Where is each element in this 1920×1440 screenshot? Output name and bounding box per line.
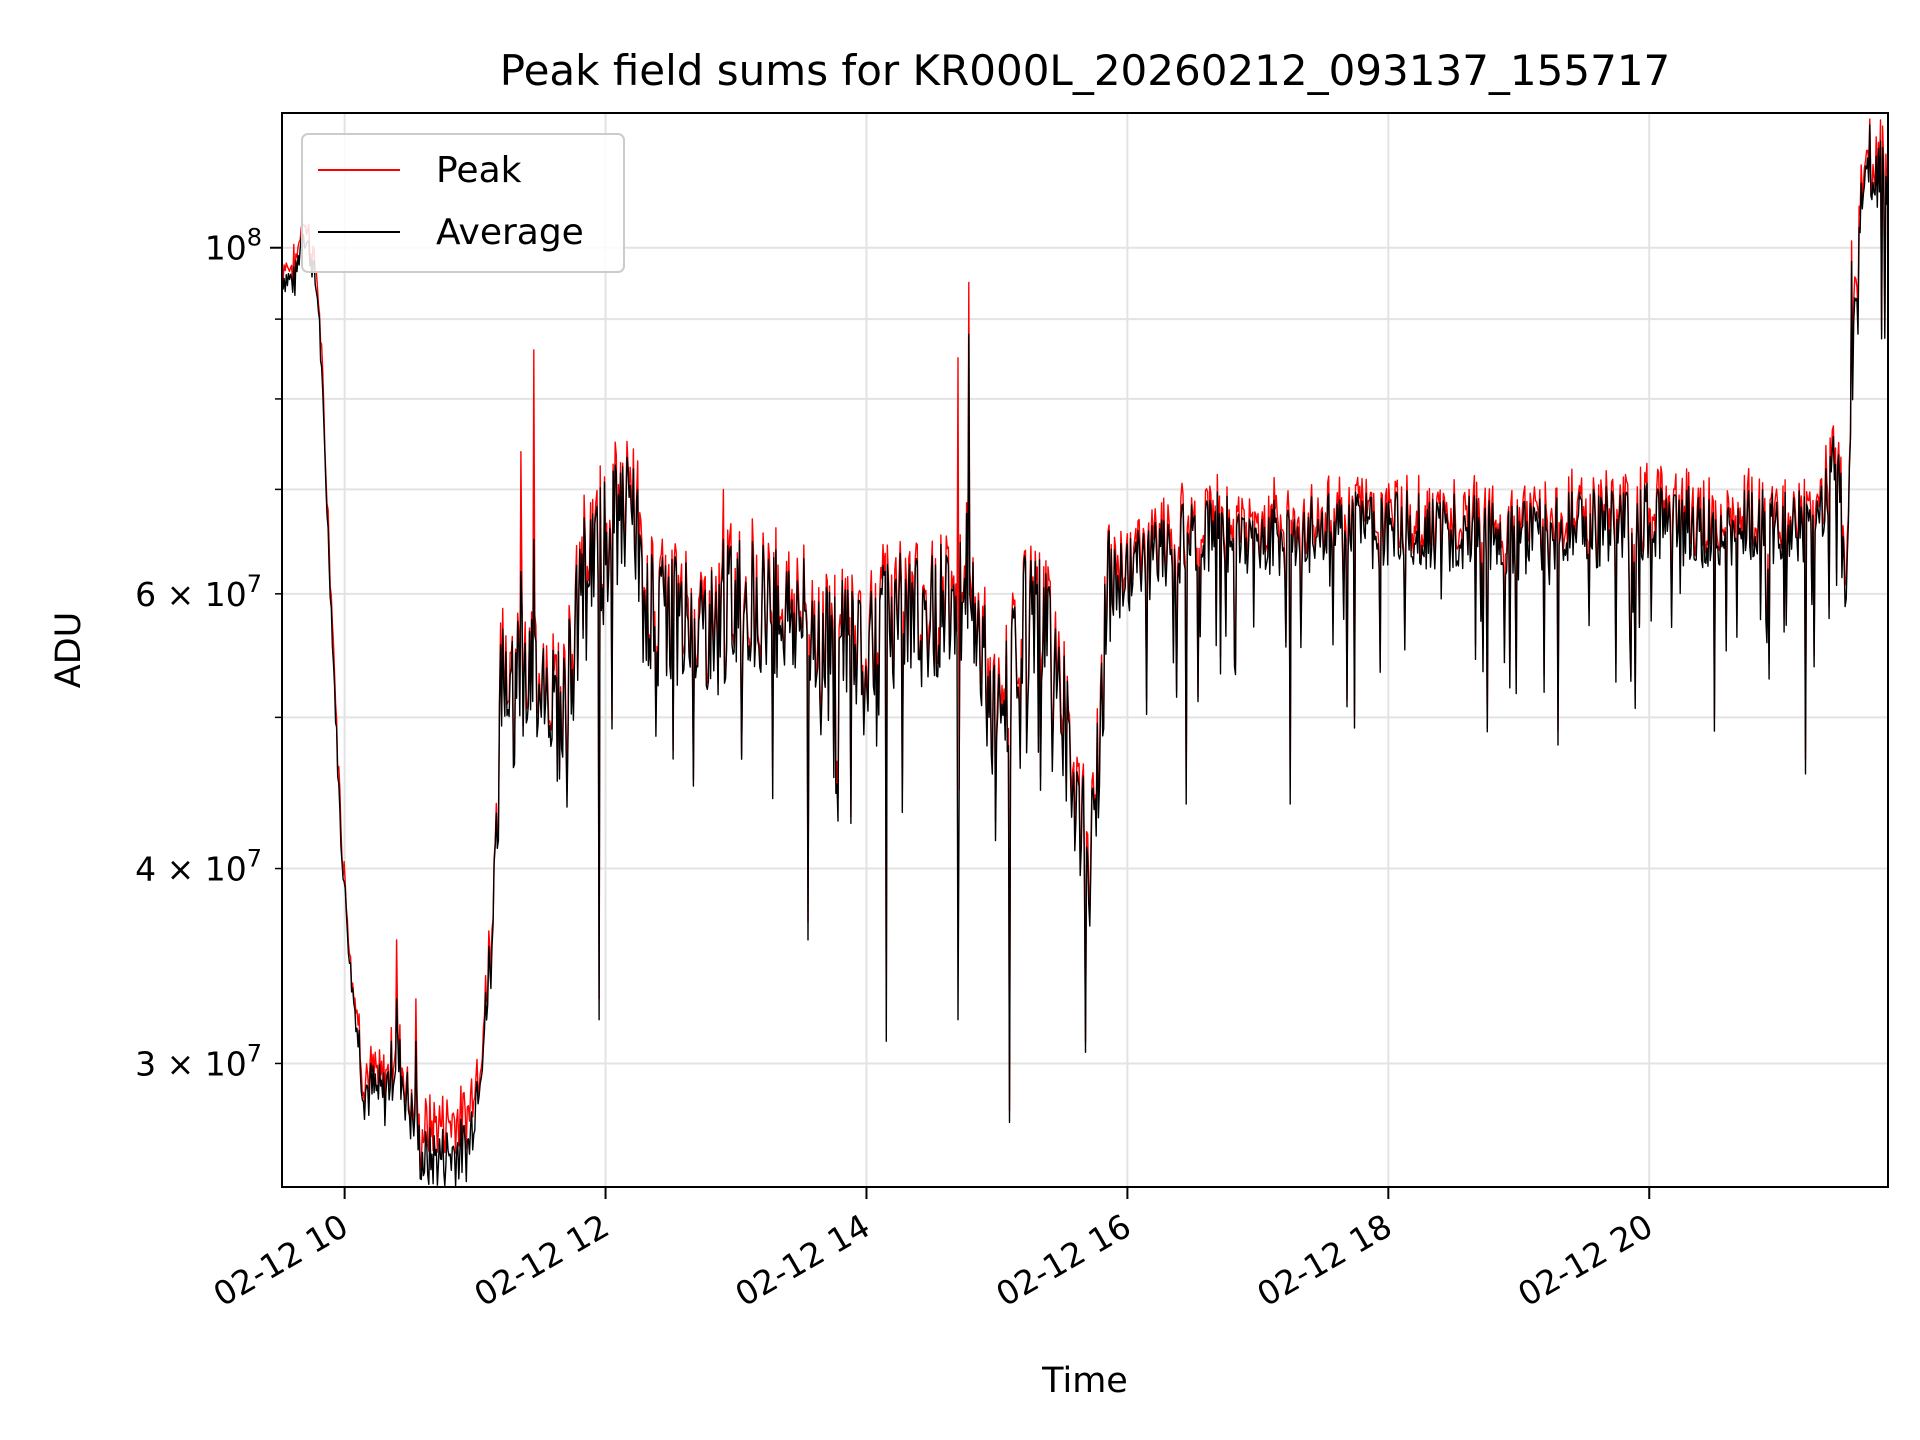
y-axis: 108 3 × 107 4 × 107 6 × 107 [135,224,282,1083]
series-average-line [282,124,1888,1187]
series-group [282,118,1888,1187]
y-tick-label: 3 × 107 [135,1039,262,1083]
y-tick-label: 4 × 107 [135,845,262,889]
plot-frame [281,112,1889,1188]
y-tick-label: 6 × 107 [135,570,262,614]
legend-label-peak: Peak [436,150,522,191]
y-tick-label: 108 [205,224,262,268]
legend: Peak Average [301,133,625,273]
y-axis-label: ADU [49,612,89,689]
legend-box [301,133,625,273]
legend-label-average: Average [436,212,584,253]
x-axis-label: Time [1041,1361,1128,1401]
chart-title: Peak field sums for KR000L_20260212_0931… [500,46,1671,95]
